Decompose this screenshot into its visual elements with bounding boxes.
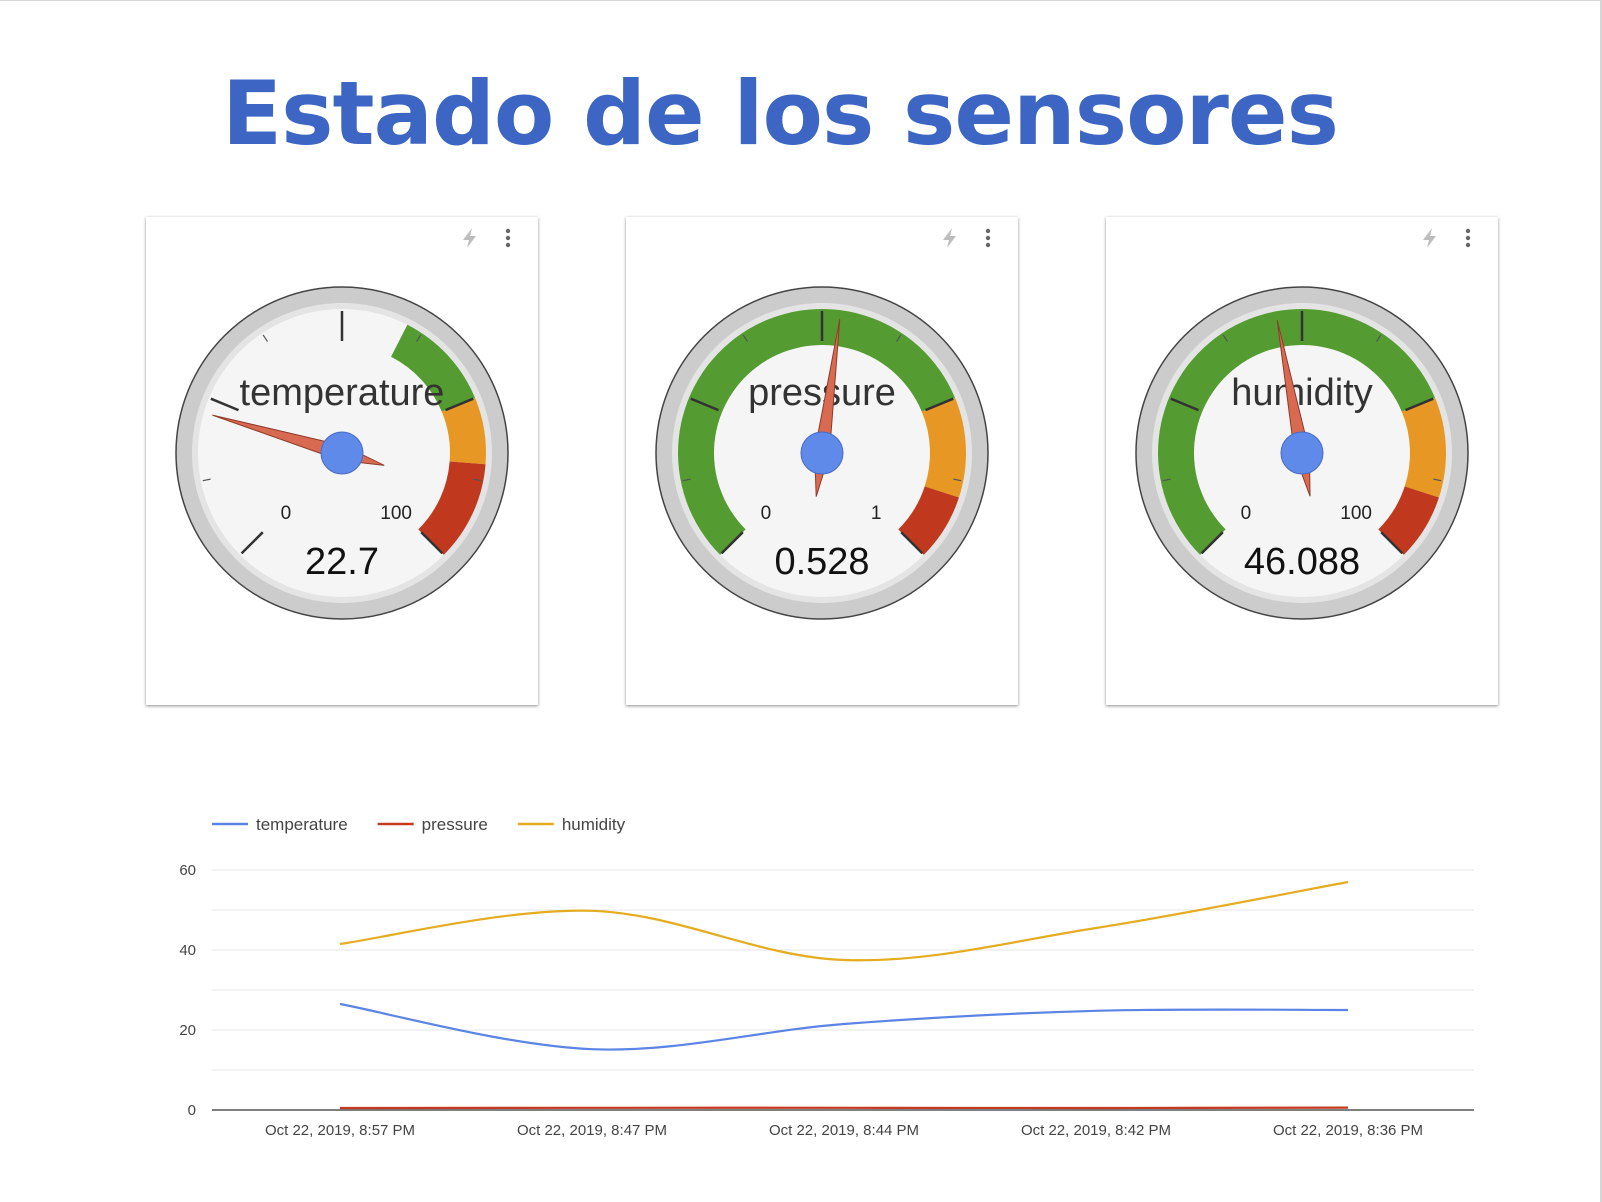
gauge-card-humidity: humidity 0 100 46.088 — [1106, 217, 1498, 705]
more-vert-icon[interactable] — [498, 227, 518, 249]
gauge-card-temperature: temperature 0 100 22.7 — [146, 217, 538, 705]
legend-label-temperature: temperature — [256, 815, 348, 834]
gauge-band — [441, 397, 486, 465]
x-tick-label: Oct 22, 2019, 8:44 PM — [769, 1122, 919, 1139]
gauge-major-tick — [900, 531, 924, 555]
gauge-minor-tick — [473, 478, 482, 482]
x-tick-label: Oct 22, 2019, 8:42 PM — [1021, 1122, 1171, 1139]
gauge-major-tick — [420, 531, 444, 555]
gauge-minor-tick — [1162, 478, 1171, 482]
gauge-band — [1401, 397, 1446, 498]
y-tick-label: 0 — [188, 1102, 196, 1119]
x-tick-label: Oct 22, 2019, 8:57 PM — [265, 1122, 415, 1139]
legend-label-humidity: humidity — [562, 815, 626, 834]
gauge-minor-tick — [262, 334, 269, 342]
gauge-min-label: 0 — [761, 503, 772, 524]
y-tick-label: 20 — [179, 1022, 196, 1039]
series-line-temperature — [339, 1002, 1349, 1051]
gauge-label: pressure — [748, 372, 896, 414]
series-line-humidity — [339, 880, 1349, 962]
right-border — [1600, 0, 1602, 1202]
gauge-band — [418, 461, 486, 555]
top-border — [0, 0, 1602, 1]
gauge-major-tick — [720, 531, 744, 555]
gauge-minor-tick — [742, 334, 749, 342]
gauge-band — [678, 309, 956, 555]
gauge-band — [391, 324, 476, 412]
gauge-major-tick — [1200, 531, 1224, 555]
gauge-major-tick — [924, 397, 954, 412]
gauge-pressure: pressure 0 10.528 — [655, 286, 989, 620]
gauge-min-label: 0 — [1241, 503, 1252, 524]
gauge-max-label: 100 — [1340, 503, 1372, 524]
gauge-value: 22.7 — [305, 541, 379, 583]
gauge-label: humidity — [1231, 372, 1373, 414]
gauge-major-tick — [1170, 397, 1200, 412]
gauge-major-tick — [444, 397, 474, 412]
gauge-hub — [320, 431, 364, 475]
gauge-major-tick — [210, 397, 240, 412]
lightning-icon[interactable] — [1420, 227, 1440, 249]
page-title: Estado de los sensores — [222, 62, 1339, 165]
gauge-max-label: 1 — [871, 503, 882, 524]
gauge-minor-tick — [953, 478, 962, 482]
gauge-minor-tick — [1375, 334, 1382, 342]
lightning-icon[interactable] — [940, 227, 960, 249]
y-tick-label: 60 — [179, 862, 196, 879]
gauge-major-tick — [240, 531, 264, 555]
gauge-major-tick — [690, 397, 720, 412]
gauge-humidity: humidity 0 100 46.088 — [1135, 286, 1469, 620]
gauge-band — [921, 397, 966, 498]
card-tools — [940, 227, 998, 249]
more-vert-icon[interactable] — [1458, 227, 1478, 249]
gauge-minor-tick — [895, 334, 902, 342]
gauge-major-tick — [1380, 531, 1404, 555]
x-tick-label: Oct 22, 2019, 8:47 PM — [517, 1122, 667, 1139]
gauge-minor-tick — [202, 478, 211, 482]
gauge-hub — [800, 431, 844, 475]
gauge-band — [1158, 309, 1436, 555]
gauge-label: temperature — [240, 372, 445, 414]
legend-label-pressure: pressure — [422, 815, 488, 834]
line-chart: 0 20 40 60 Oct 22, 2019, 8:57 PM Oct 22, 2019… — [179, 815, 1474, 1139]
lightning-icon[interactable] — [460, 227, 480, 249]
gauge-band — [898, 486, 959, 555]
gauge-minor-tick — [1222, 334, 1229, 342]
card-tools — [1420, 227, 1478, 249]
gauge-hub — [1280, 431, 1324, 475]
x-tick-label: Oct 22, 2019, 8:36 PM — [1273, 1122, 1423, 1139]
gauge-minor-tick — [682, 478, 691, 482]
gauge-minor-tick — [1433, 478, 1442, 482]
more-vert-icon[interactable] — [978, 227, 998, 249]
card-tools — [460, 227, 518, 249]
gauge-max-label: 100 — [380, 503, 412, 524]
gauge-band — [1378, 486, 1439, 555]
gauge-value: 46.088 — [1244, 541, 1360, 583]
gauge-value: 0.528 — [774, 541, 869, 583]
y-tick-label: 40 — [179, 942, 196, 959]
gauge-card-pressure: pressure 0 1 0.528 — [626, 217, 1018, 705]
gauge-minor-tick — [415, 334, 422, 342]
gauge-min-label: 0 — [281, 503, 292, 524]
gauge-major-tick — [1404, 397, 1434, 412]
